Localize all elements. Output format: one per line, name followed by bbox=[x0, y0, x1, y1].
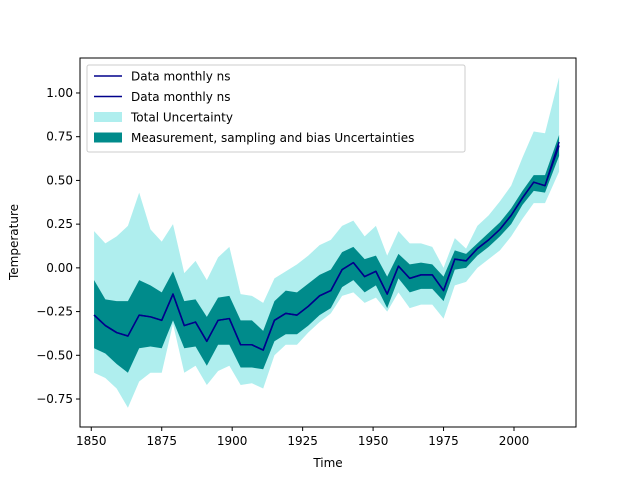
legend-swatch-patch bbox=[94, 112, 122, 122]
y-tick-label: 0.00 bbox=[46, 261, 73, 275]
y-axis-ticks: −0.75 −0.50 −0.25 0.00 0.25 0.50 0.75 1.00 bbox=[36, 86, 80, 406]
x-axis-label: Time bbox=[312, 456, 342, 470]
x-tick-label: 1900 bbox=[217, 434, 248, 448]
y-tick-label: −0.75 bbox=[36, 392, 73, 406]
x-tick-label: 2000 bbox=[499, 434, 530, 448]
y-axis-label: Temperature bbox=[7, 204, 21, 281]
series-lines bbox=[93, 141, 560, 351]
x-tick-label: 1975 bbox=[428, 434, 459, 448]
y-tick-label: 0.50 bbox=[46, 173, 73, 187]
series-line-1 bbox=[93, 141, 560, 351]
y-tick-label: 1.00 bbox=[46, 86, 73, 100]
y-tick-label: 0.25 bbox=[46, 217, 73, 231]
legend-box bbox=[86, 64, 466, 153]
x-tick-label: 1925 bbox=[287, 434, 318, 448]
legend-label: Data monthly ns bbox=[131, 90, 231, 104]
y-tick-label: 0.75 bbox=[46, 130, 73, 144]
legend: Data monthly ns Data monthly ns Total Unce… bbox=[86, 64, 466, 153]
legend-label: Total Uncertainty bbox=[130, 111, 233, 125]
y-tick-label: −0.50 bbox=[36, 348, 73, 362]
uncertainty-bands bbox=[94, 77, 560, 408]
legend-label: Measurement, sampling and bias Uncertain… bbox=[131, 131, 414, 145]
x-tick-label: 1850 bbox=[76, 434, 107, 448]
axes-frame bbox=[79, 57, 577, 428]
x-tick-label: 1950 bbox=[358, 434, 389, 448]
band-3 bbox=[94, 134, 560, 373]
x-tick-label: 1875 bbox=[146, 434, 177, 448]
y-tick-label: −0.25 bbox=[36, 305, 73, 319]
legend-swatch-patch bbox=[94, 132, 122, 143]
x-axis-ticks: 1850 1875 1900 1925 1950 1975 2000 bbox=[76, 427, 529, 448]
legend-label: Data monthly ns bbox=[131, 70, 231, 84]
